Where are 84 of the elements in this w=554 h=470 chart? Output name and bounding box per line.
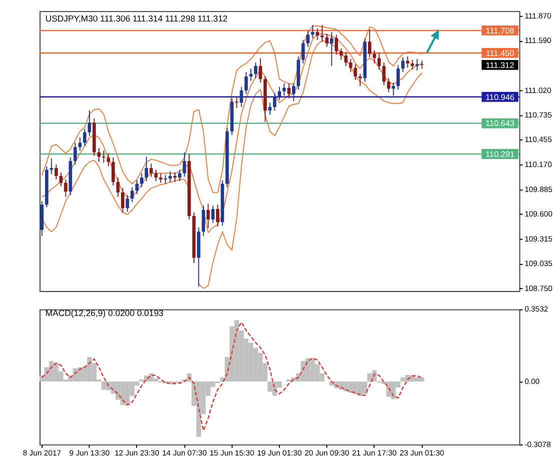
candlestick: [415, 58, 419, 71]
y-tick-label: 0.00: [524, 376, 540, 386]
candlestick: [406, 56, 410, 68]
candlestick: [159, 172, 162, 184]
line-series: [41, 322, 423, 432]
candlestick: [130, 186, 134, 203]
candlestick: [150, 163, 153, 178]
candlestick: [116, 177, 120, 198]
candlestick: [301, 39, 305, 64]
candlestick: [64, 178, 68, 198]
y-tick-label: 111.590: [524, 36, 552, 46]
candlestick: [54, 164, 58, 180]
y-tick-label: -0.3078: [524, 440, 551, 449]
candlestick: [401, 56, 405, 73]
candlestick: [121, 188, 124, 213]
x-tick-label: 8 Jun 2017: [22, 448, 62, 458]
y-tick-label: 109.315: [524, 234, 552, 244]
candlestick: [168, 171, 172, 182]
x-tick-label: 19 Jun 01:30: [257, 448, 302, 458]
candlestick: [83, 128, 86, 147]
y-tick-label: 109.035: [524, 258, 552, 268]
candlestick: [258, 58, 262, 84]
candlestick: [382, 62, 386, 86]
candlestick: [50, 158, 54, 175]
candlestick: [287, 82, 291, 99]
x-tick-label: 14 Jun 07:30: [162, 448, 207, 458]
candlestick: [88, 110, 92, 136]
x-tick-label: 23 Jun 01:30: [400, 448, 444, 458]
candlestick: [178, 169, 182, 182]
y-tick-label: 108.750: [524, 284, 552, 293]
x-tick-label: 21 Jun 17:30: [352, 448, 397, 458]
candlestick: [316, 28, 320, 40]
candlestick: [339, 48, 343, 60]
candlestick: [268, 102, 272, 116]
x-tick-label: 20 Jun 09:30: [304, 448, 350, 458]
candlestick: [334, 34, 338, 56]
chart-title: MACD(12,26,9) 0.0200 0.0193: [45, 308, 164, 318]
y-tick-label: 111.020: [524, 86, 552, 95]
line-series: [41, 25, 422, 193]
candlestick: [354, 64, 358, 80]
candlestick: [325, 33, 329, 48]
candlestick: [330, 32, 334, 66]
candlestick: [112, 157, 115, 186]
candlestick: [386, 78, 390, 93]
candlestick: [206, 203, 210, 229]
y-tick-label: 109.885: [524, 184, 552, 194]
y-tick-label: 0.3532: [524, 304, 548, 314]
candlestick: [410, 59, 414, 70]
candlestick: [320, 24, 324, 42]
candlestick: [182, 152, 186, 178]
candlestick: [396, 64, 400, 90]
candlestick: [344, 52, 348, 66]
candlestick: [254, 62, 258, 79]
candlestick: [348, 58, 352, 73]
candlestick: [377, 52, 381, 70]
x-tick-label: 15 Jun 15:30: [210, 448, 254, 458]
candlestick: [244, 72, 248, 94]
candlestick: [135, 180, 139, 195]
candlestick: [306, 30, 310, 48]
x-tick-label: 12 Jun 23:30: [114, 448, 160, 458]
candlestick: [392, 82, 396, 96]
candlestick: [211, 205, 215, 224]
candlestick: [106, 152, 110, 167]
candlestick: [59, 172, 63, 187]
candlestick: [292, 82, 296, 102]
x-tick-label: 9 Jun 13:30: [69, 448, 110, 458]
line-series: [41, 33, 422, 234]
y-tick-label: 110.455: [524, 135, 552, 144]
candlestick: [74, 142, 77, 166]
chart-title: USDJPY,M30 111.306 111.314 111.298 111.312: [45, 14, 228, 24]
candlestick: [140, 172, 144, 188]
candlestick: [273, 92, 276, 111]
candlestick: [358, 73, 362, 87]
y-tick-label: 109.600: [524, 210, 552, 219]
candlestick: [282, 82, 286, 96]
candlestick: [78, 137, 82, 152]
candlestick: [368, 28, 372, 58]
y-tick-label: 110.735: [524, 110, 552, 120]
candlestick: [372, 50, 376, 64]
candlestick: [216, 204, 220, 227]
candlestick: [310, 24, 314, 39]
y-tick-label: 111.870: [524, 12, 552, 21]
y-tick-label: 110.170: [524, 160, 552, 169]
candlestick: [102, 150, 106, 164]
